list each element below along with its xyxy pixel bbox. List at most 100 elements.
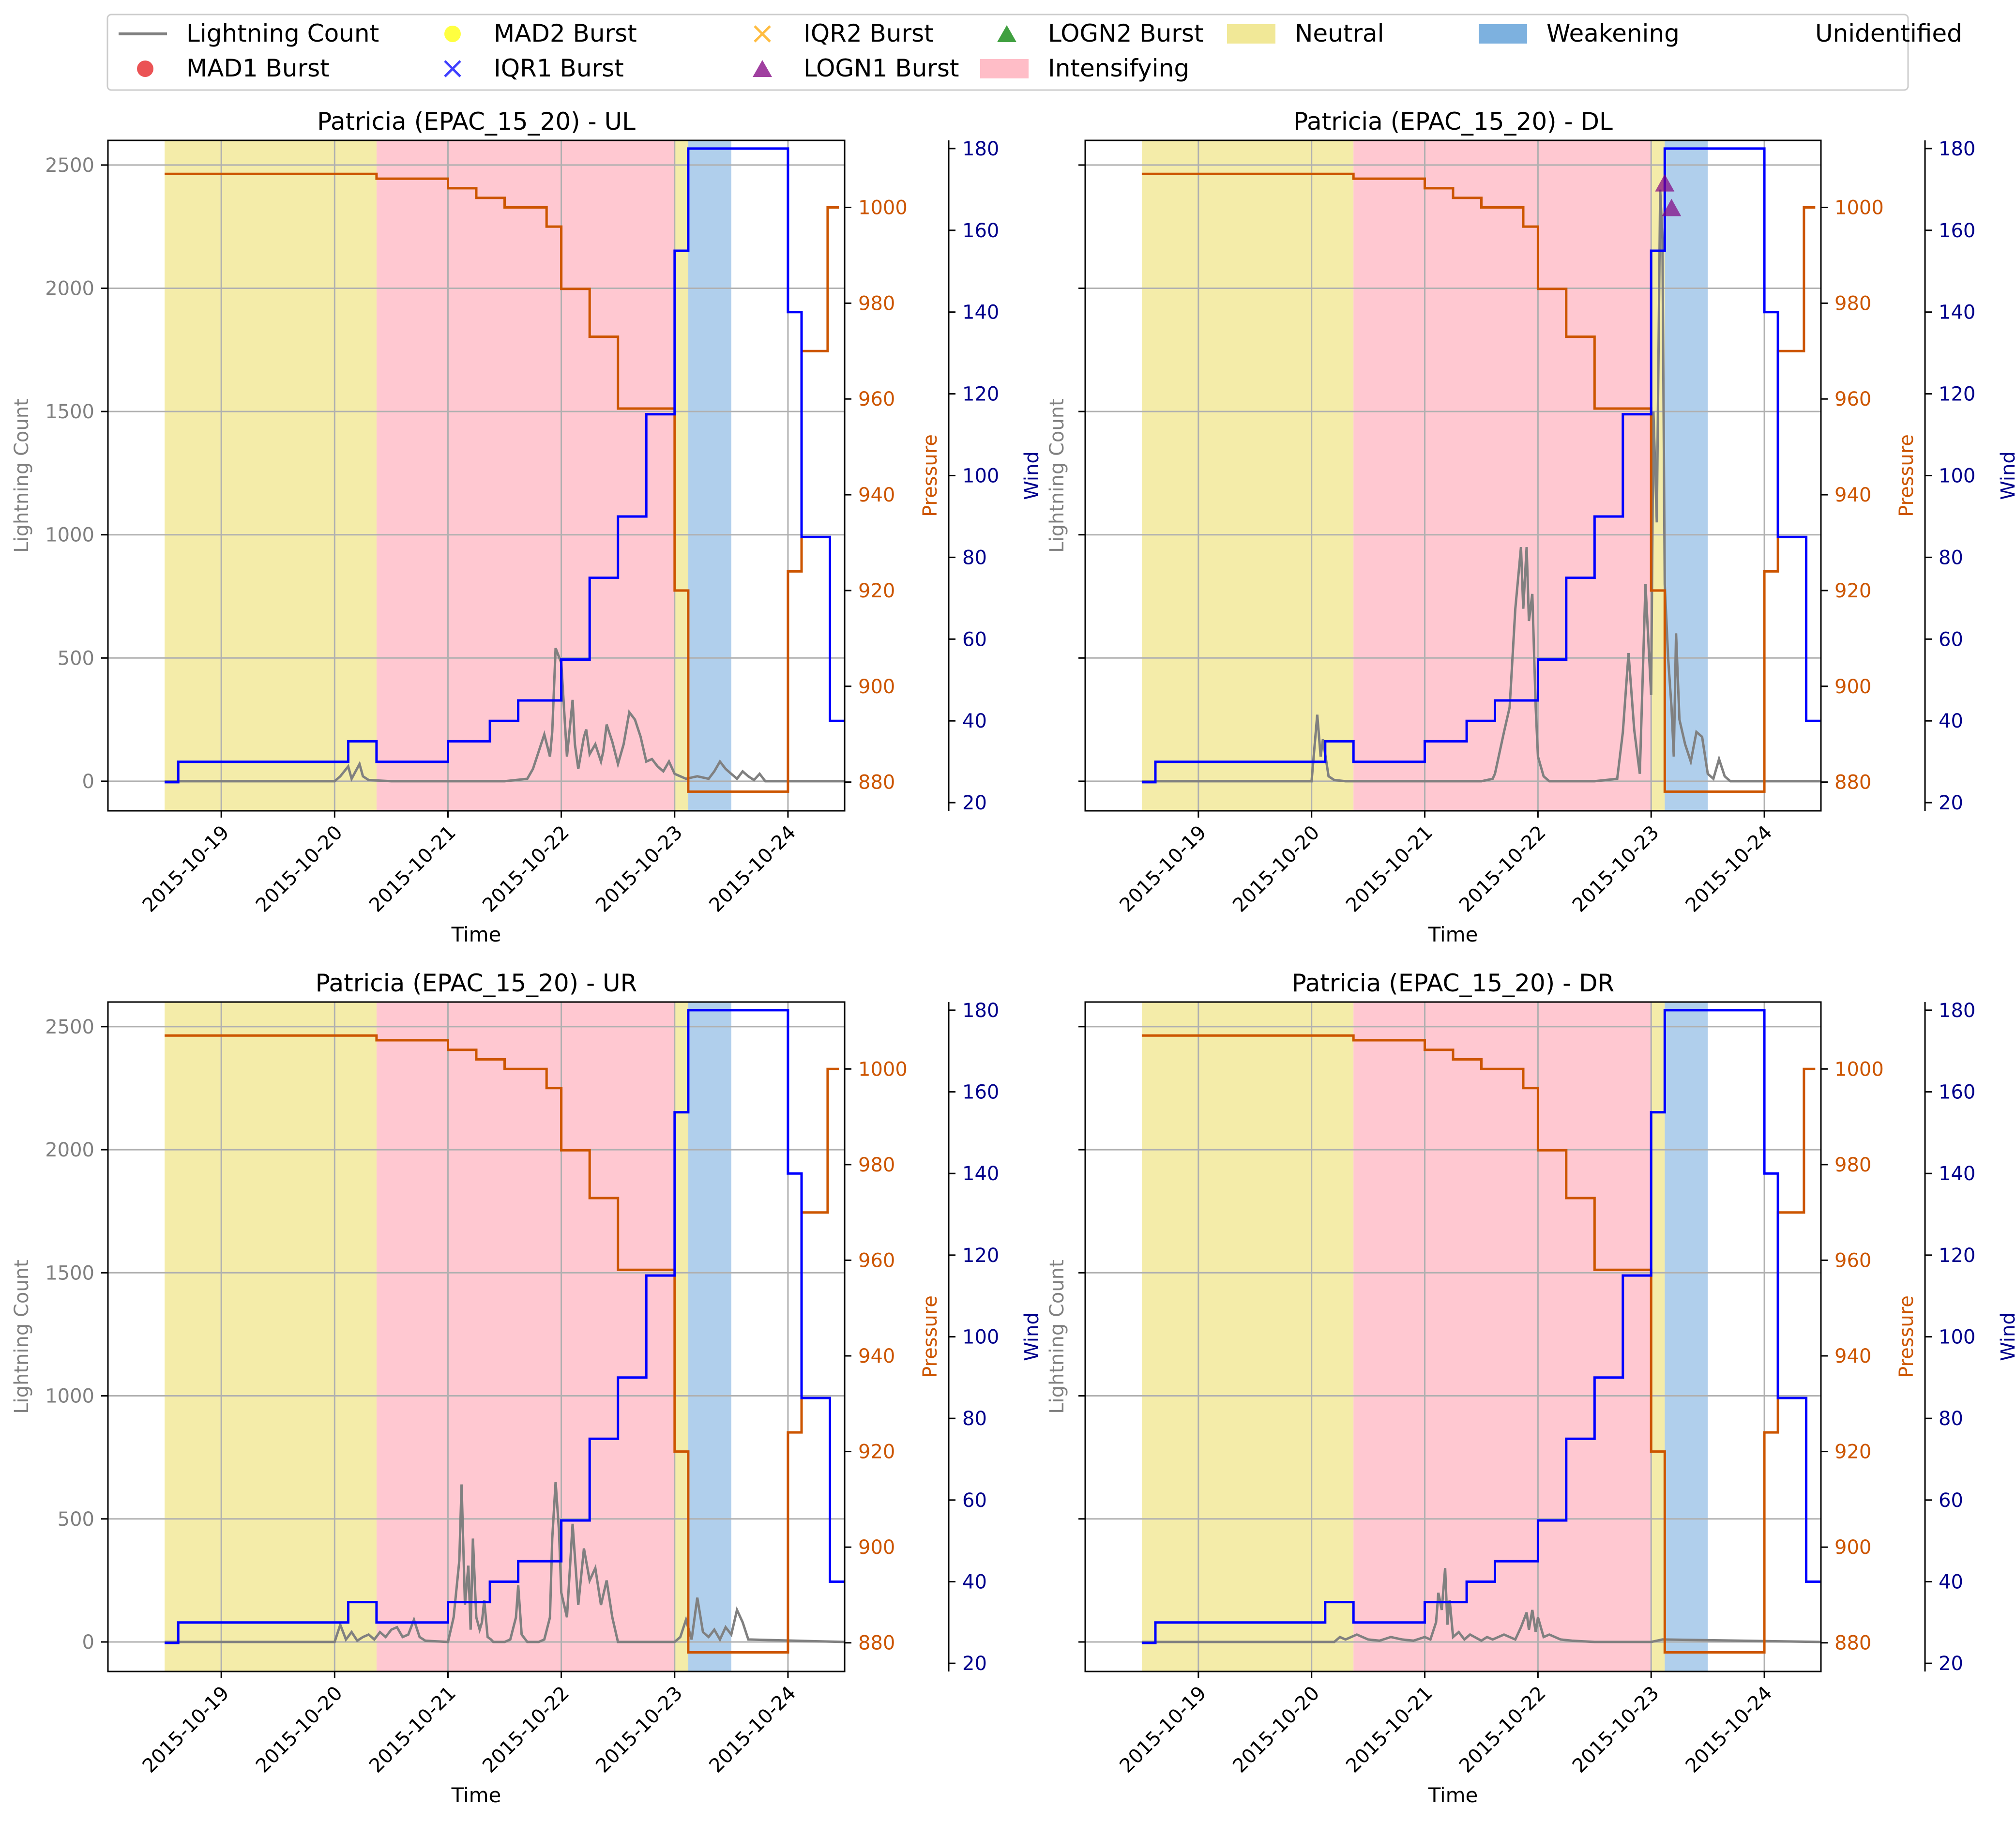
legend-patch: [1747, 24, 1796, 44]
legend-x-marker: [754, 25, 771, 43]
y-tick-label: 1500: [45, 1262, 94, 1284]
legend-label: Weakening: [1546, 19, 1680, 47]
legend-label: Unidentified: [1815, 19, 1962, 47]
legend-circle-marker: [444, 26, 461, 42]
x-axis-label: Time: [1428, 923, 1478, 946]
lightning-count-line: [1141, 1568, 1821, 1643]
wind-tick-label: 140: [962, 302, 999, 324]
x-axis-label: Time: [451, 1783, 501, 1807]
wind-axis-label: Wind: [1997, 1312, 2016, 1361]
legend-patch: [1479, 24, 1527, 44]
legend-entry: Unidentified: [1747, 19, 1962, 47]
subplot-title: Patricia (EPAC_15_20) - DL: [1293, 107, 1613, 136]
legend-triangle-marker: [753, 60, 772, 77]
pressure-tick-label: 940: [1834, 1345, 1871, 1367]
wind-tick-label: 140: [1939, 302, 1975, 324]
y-axis-label: Lightning Count: [1046, 1260, 1068, 1414]
pressure-tick-label: 920: [858, 1441, 895, 1463]
legend: Lightning Count MAD1 Burst MAD2 Burst IQR1 …: [106, 14, 1962, 91]
phase-span-intensifying: [1353, 140, 1652, 811]
pressure-tick-label: 880: [1834, 1632, 1871, 1655]
wind-tick-label: 180: [1939, 1000, 1975, 1022]
legend-label: MAD2 Burst: [494, 19, 637, 47]
legend-triangle-marker: [997, 25, 1016, 42]
plot-area: [108, 1002, 845, 1671]
y-tick-label: 0: [82, 771, 94, 793]
wind-tick-label: 160: [962, 220, 999, 242]
phase-span-intensifying: [376, 1002, 675, 1671]
plot-area: [1085, 1002, 1821, 1671]
y-tick-label: 1000: [45, 524, 94, 547]
legend-entry: LOGN1 Burst: [753, 54, 959, 82]
legend-label: IQR1 Burst: [494, 54, 624, 82]
wind-tick-label: 60: [1939, 628, 1963, 651]
pressure-line: [165, 1034, 839, 1654]
pressure-tick-label: 920: [1834, 1441, 1871, 1463]
wind-tick-label: 40: [962, 1571, 987, 1593]
wind-tick-label: 100: [1939, 465, 1975, 487]
pressure-tick-label: 940: [1834, 484, 1871, 506]
y-tick-label: 2000: [45, 1139, 94, 1161]
logn1-burst-marker: [1662, 198, 1682, 216]
wind-tick-label: 180: [1939, 138, 1975, 160]
wind-tick-label: 60: [962, 1489, 987, 1512]
pressure-tick-label: 980: [1834, 1154, 1871, 1176]
phase-span-intensifying: [1353, 1002, 1652, 1671]
axes-frame: [1084, 1001, 1822, 1672]
legend-label: IQR2 Burst: [803, 19, 934, 47]
legend-patch: [1227, 24, 1275, 44]
pressure-line: [1141, 172, 1816, 793]
y-tick-label: 2500: [45, 1016, 94, 1038]
wind-tick-label: 120: [962, 383, 999, 406]
legend-x-marker: [444, 60, 461, 77]
y-tick-label: 2000: [45, 278, 94, 300]
y-tick-label: 500: [58, 1508, 94, 1531]
pressure-tick-label: 880: [1834, 772, 1871, 794]
wind-line: [165, 1009, 845, 1644]
legend-label: Intensifying: [1048, 54, 1189, 82]
wind-tick-label: 20: [962, 1653, 987, 1675]
wind-line: [1141, 1009, 1821, 1644]
pressure-tick-label: 880: [858, 772, 895, 794]
wind-tick-label: 120: [1939, 383, 1975, 406]
pressure-tick-label: 960: [1834, 388, 1871, 410]
pressure-tick-label: 1000: [1834, 1058, 1884, 1080]
phase-span-neutral: [1651, 1002, 1665, 1671]
logn1-burst-marker: [1655, 174, 1675, 192]
pressure-tick-label: 980: [858, 292, 895, 315]
wind-tick-label: 160: [1939, 1081, 1975, 1104]
legend-entry: MAD1 Burst: [137, 54, 330, 82]
legend-label: Lightning Count: [186, 19, 379, 47]
wind-tick-label: 80: [962, 547, 987, 569]
wind-tick-label: 40: [1939, 710, 1963, 732]
wind-tick-label: 140: [962, 1163, 999, 1185]
phase-span-neutral: [674, 140, 688, 811]
legend-entry: Intensifying: [980, 54, 1189, 82]
legend-entry: Neutral: [1227, 19, 1384, 47]
y-tick-label: 1000: [45, 1385, 94, 1408]
wind-tick-label: 20: [962, 792, 987, 814]
y-tick-label: 500: [58, 647, 94, 669]
wind-tick-label: 100: [962, 465, 999, 487]
legend-entry: Weakening: [1479, 19, 1680, 47]
pressure-tick-label: 940: [858, 1345, 895, 1367]
pressure-tick-label: 960: [858, 388, 895, 410]
plot-area: [108, 140, 845, 811]
x-axis-label: Time: [1428, 1783, 1478, 1807]
y-tick-label: 0: [82, 1631, 94, 1654]
pressure-line: [165, 172, 839, 793]
axes-frame: [107, 139, 846, 812]
legend-entry: Lightning Count: [119, 19, 379, 47]
pressure-tick-label: 920: [1834, 580, 1871, 602]
legend-patch: [980, 59, 1029, 78]
phase-span-weakening: [1665, 1002, 1708, 1671]
pressure-axis-label: Pressure: [919, 434, 941, 517]
y-tick-label: 2500: [45, 154, 94, 177]
legend-circle-marker: [137, 61, 153, 77]
y-axis-label: Lightning Count: [1046, 398, 1068, 553]
wind-line: [1141, 147, 1821, 784]
wind-tick-label: 80: [962, 1408, 987, 1430]
